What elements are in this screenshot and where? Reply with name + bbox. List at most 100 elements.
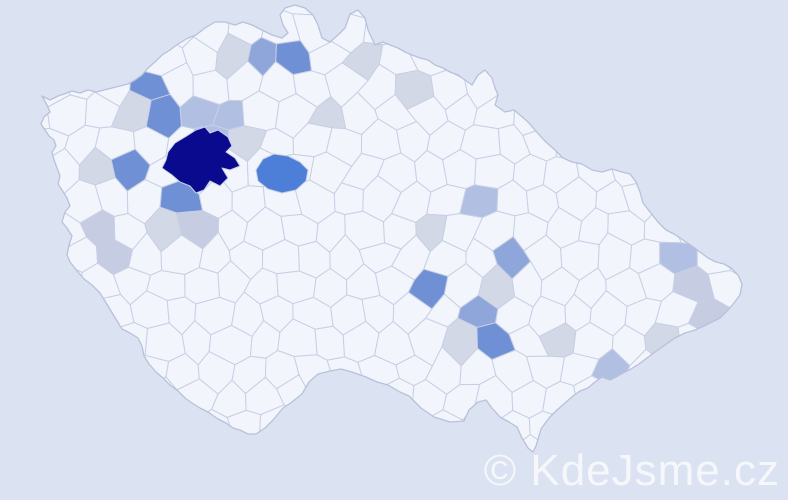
district-cell	[688, 181, 732, 219]
district-cell	[48, 5, 88, 21]
district-cell	[41, 231, 70, 275]
district-cell	[41, 5, 53, 22]
district-cell	[441, 436, 482, 452]
district-cell	[743, 377, 777, 416]
district-cell	[588, 12, 630, 49]
district-cell	[589, 68, 629, 102]
district-cell	[605, 431, 649, 452]
district-cell	[738, 146, 742, 196]
country-border	[40, 4, 743, 453]
district-cell	[214, 440, 252, 452]
district-cell	[38, 471, 70, 500]
district-cell	[458, 10, 495, 54]
district-cell	[771, 435, 788, 479]
district-cell	[757, 68, 788, 106]
district-cell	[97, 352, 132, 394]
district-cell	[110, 431, 153, 452]
district-cell	[546, 431, 581, 452]
district-cell	[0, 124, 4, 163]
district-cell	[293, 462, 327, 500]
district-cell	[65, 409, 103, 442]
district-cell	[529, 71, 560, 108]
district-cell	[723, 465, 764, 500]
district-cell	[66, 350, 105, 396]
district-cell	[524, 8, 561, 49]
district-cell	[342, 5, 382, 19]
district-cell	[0, 468, 4, 500]
district-cell	[181, 432, 220, 452]
district-cell	[475, 436, 516, 452]
district-cell	[573, 5, 616, 18]
district-cell	[589, 463, 622, 500]
district-cell	[645, 5, 677, 19]
district-cell	[622, 466, 659, 500]
district-cell	[675, 42, 714, 78]
district-cell	[671, 5, 709, 22]
district-cell	[625, 124, 659, 161]
district-cell	[541, 5, 582, 21]
district-cell	[774, 43, 788, 74]
district-cell	[0, 348, 4, 387]
district-cell	[722, 7, 742, 50]
district-cell	[0, 356, 33, 388]
district-cell	[311, 496, 348, 500]
district-kolin	[255, 153, 309, 194]
district-cell	[755, 413, 788, 441]
district-cell	[430, 13, 461, 51]
district-cell	[671, 438, 709, 452]
district-cell	[773, 98, 788, 139]
district-cell	[746, 496, 778, 500]
district-cell	[50, 490, 88, 500]
district-cell	[345, 490, 385, 500]
district-cell	[490, 5, 532, 49]
district-cell	[575, 431, 611, 452]
district-cell	[645, 379, 682, 423]
district-cell	[660, 70, 699, 108]
district-cell	[656, 471, 693, 499]
district-cell	[724, 176, 742, 217]
district-cell	[744, 324, 781, 365]
district-cell	[704, 203, 742, 246]
district-cell	[41, 412, 71, 445]
district-cell	[704, 380, 742, 424]
district-cell	[2, 239, 31, 270]
district-cell	[640, 151, 681, 196]
district-cell	[677, 322, 710, 360]
district-cell	[159, 406, 203, 446]
district-cell	[343, 438, 386, 452]
district-cell	[694, 404, 724, 449]
district-cell	[755, 293, 788, 338]
district-cell	[0, 261, 22, 305]
district-cell	[399, 468, 427, 499]
district-cell	[80, 496, 120, 500]
district-cell	[773, 0, 788, 21]
district-cell	[0, 183, 2, 216]
district-cell	[692, 462, 728, 500]
district-cell	[640, 99, 678, 129]
district-cell	[94, 5, 135, 45]
district-cell	[426, 465, 466, 500]
district-cell	[0, 208, 15, 252]
district-cell	[688, 347, 732, 387]
district-cell	[276, 433, 319, 452]
district-cell	[0, 98, 19, 129]
district-cell	[772, 157, 788, 185]
district-cell	[754, 351, 788, 388]
district-cell	[390, 411, 428, 444]
district-cell	[605, 95, 645, 136]
district-cell	[492, 409, 531, 451]
district-cell	[113, 374, 152, 422]
district-cell	[495, 462, 533, 500]
district-cell	[555, 121, 598, 160]
district-cell	[573, 375, 610, 421]
district-cell	[0, 179, 35, 216]
district-cell	[118, 322, 148, 365]
district-cell	[0, 385, 17, 419]
district-cell	[562, 409, 600, 443]
district-cell	[0, 14, 34, 51]
district-cell	[263, 468, 300, 500]
district-cell	[573, 93, 616, 134]
district-cell	[772, 266, 788, 307]
